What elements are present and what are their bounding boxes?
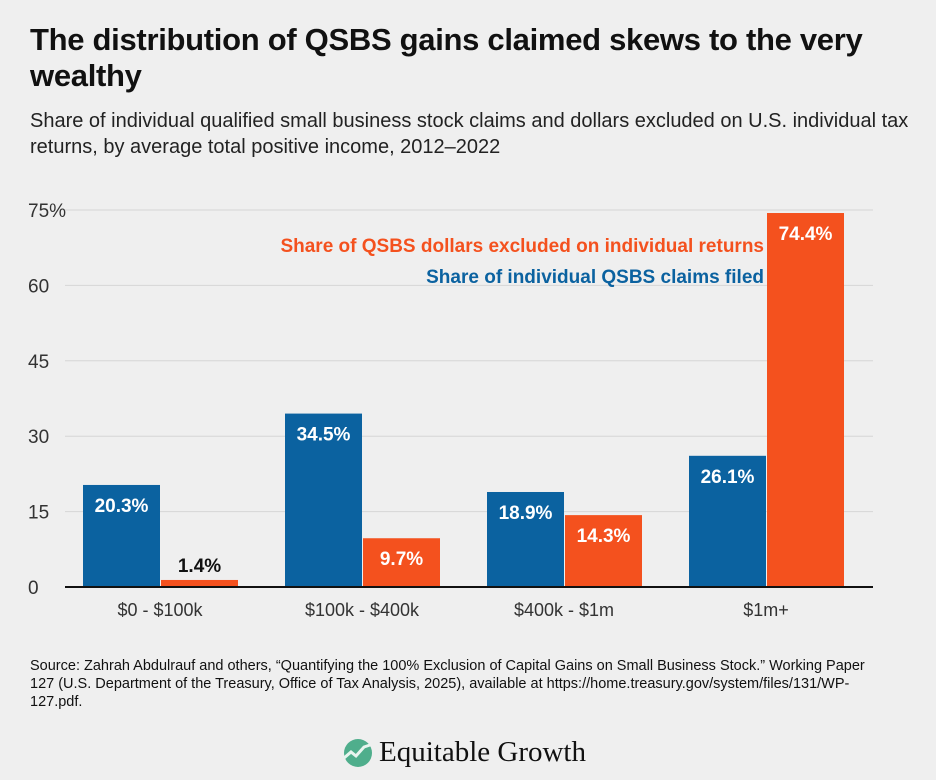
chart-title: The distribution of QSBS gains claimed s… <box>30 22 863 93</box>
bar-claims <box>487 491 564 587</box>
data-label: 74.4% <box>779 224 833 245</box>
bar-dollars <box>565 515 642 587</box>
data-label: 20.3% <box>95 496 149 517</box>
data-label: 34.5% <box>297 425 351 446</box>
bar-dollars <box>161 579 238 587</box>
x-tick-label: $1m+ <box>743 600 789 620</box>
y-tick-label: 60 <box>28 276 49 297</box>
x-tick-label: $400k - $1m <box>514 600 614 620</box>
y-tick-label: 75% <box>28 201 66 222</box>
legend-claims: Share of individual QSBS claims filed <box>426 267 764 288</box>
bar-claims <box>83 484 160 587</box>
bar-chart: 0 15 30 45 60 75% 20.3% 1.4% $0 - $100k 34.5% 9.7%… <box>28 201 873 620</box>
source-note: Source: Zahrah Abdulrauf and others, “Qu… <box>30 658 865 710</box>
rising-line-circle-icon <box>343 738 372 767</box>
y-tick-label: 45 <box>28 352 49 373</box>
logo: Equitable Growth <box>343 736 586 769</box>
bar-claims <box>285 413 362 587</box>
logo-text: Equitable Growth <box>379 736 586 768</box>
x-tick-label: $0 - $100k <box>117 600 203 620</box>
data-label: 26.1% <box>701 467 755 488</box>
y-tick-label: 15 <box>28 503 49 524</box>
x-tick-label: $100k - $400k <box>305 600 420 620</box>
chart-subtitle: Share of individual qualified small busi… <box>30 110 909 158</box>
y-tick-label: 0 <box>28 578 39 599</box>
bar-dollars <box>767 213 844 588</box>
data-label: 1.4% <box>178 556 221 577</box>
bar-claims <box>689 455 766 587</box>
data-label: 9.7% <box>380 549 423 570</box>
data-label: 14.3% <box>577 526 631 547</box>
data-label: 18.9% <box>499 503 553 524</box>
y-tick-label: 30 <box>28 427 49 448</box>
bar-dollars <box>363 538 440 587</box>
legend-dollars: Share of QSBS dollars excluded on indivi… <box>280 236 764 257</box>
